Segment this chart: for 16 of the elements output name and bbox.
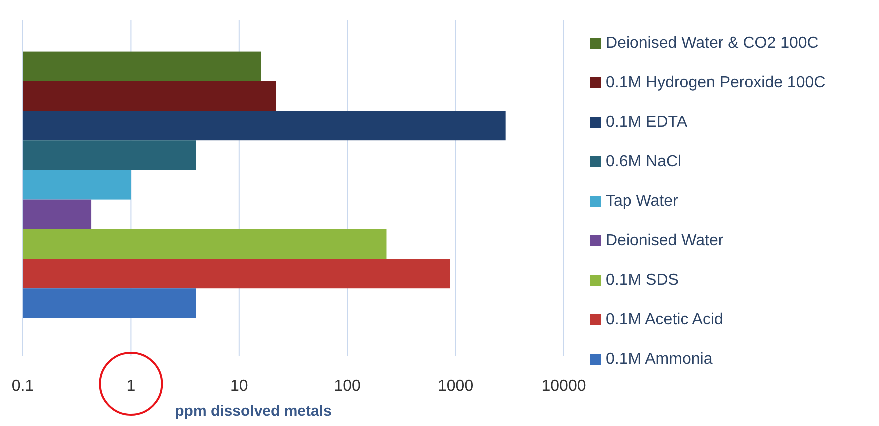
legend-label: 0.1M Ammonia [606,351,713,368]
x-tick-label: 1000 [438,378,474,395]
x-axis-title: ppm dissolved metals [175,403,332,420]
legend-label: Tap Water [606,193,679,210]
legend-label: 0.1M SDS [606,272,679,290]
legend-label: Deionised Water [606,232,724,250]
x-tick-label: 0.1 [12,378,34,395]
legend-label: 0.1M EDTA [606,114,688,132]
x-tick-label: 1 [126,378,136,395]
legend-label: 0.6M NaCl [606,154,682,171]
legend-label: 0.1M Acetic Acid [606,312,724,329]
legend-label: Deionised Water & CO2 100C [606,35,819,52]
x-tick-label: 10 [230,378,248,395]
x-tick-label: 10000 [542,378,586,395]
x-tick-label: 100 [334,378,362,395]
legend-label: 0.1M Hydrogen Peroxide 100C [606,74,826,92]
